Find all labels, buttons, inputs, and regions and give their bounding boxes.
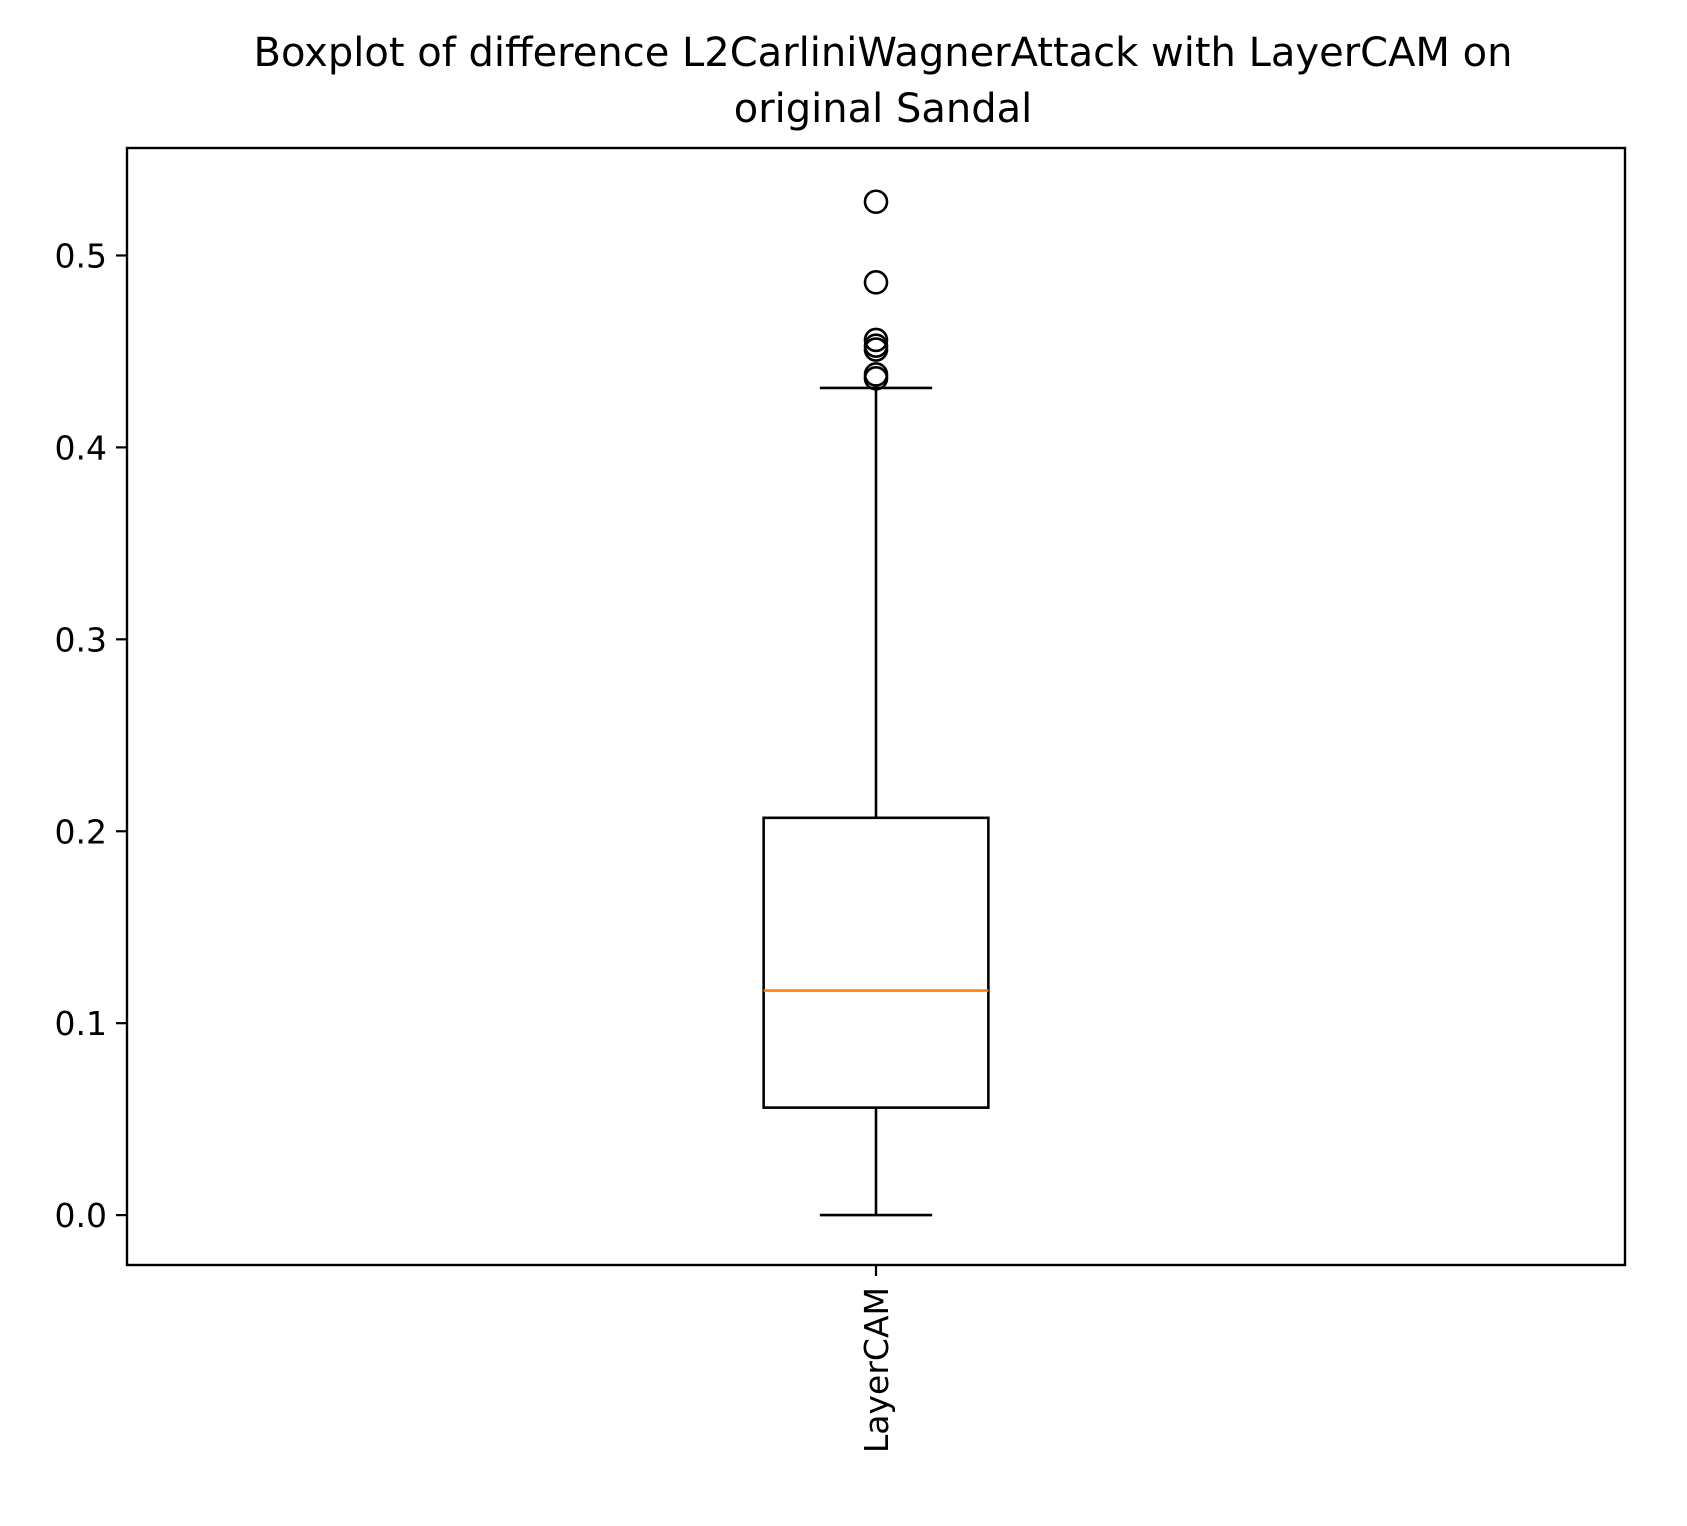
outlier-point-1 xyxy=(863,362,889,387)
y-tick-label-2: 0.2 xyxy=(55,812,107,851)
y-tick-label-3: 0.3 xyxy=(55,620,107,659)
x-tick-label-0: LayerCAM xyxy=(857,1287,896,1453)
outlier-point-6 xyxy=(863,189,889,215)
chart-title-line-1: Boxplot of difference L2CarliniWagnerAtt… xyxy=(254,30,1513,76)
chart-title: Boxplot of difference L2CarliniWagnerAtt… xyxy=(254,30,1513,132)
y-tick-label-5: 0.5 xyxy=(55,236,107,275)
outlier-point-4 xyxy=(863,327,889,353)
iqr-box xyxy=(762,816,990,1109)
y-tick-label-0: 0.0 xyxy=(55,1196,107,1235)
y-tick-label-1: 0.1 xyxy=(55,1004,107,1043)
y-tick-label-4: 0.4 xyxy=(55,428,107,467)
outlier-point-5 xyxy=(863,270,889,295)
outlier-point-3 xyxy=(863,333,889,358)
chart-title-line-2: original Sandal xyxy=(734,86,1033,132)
